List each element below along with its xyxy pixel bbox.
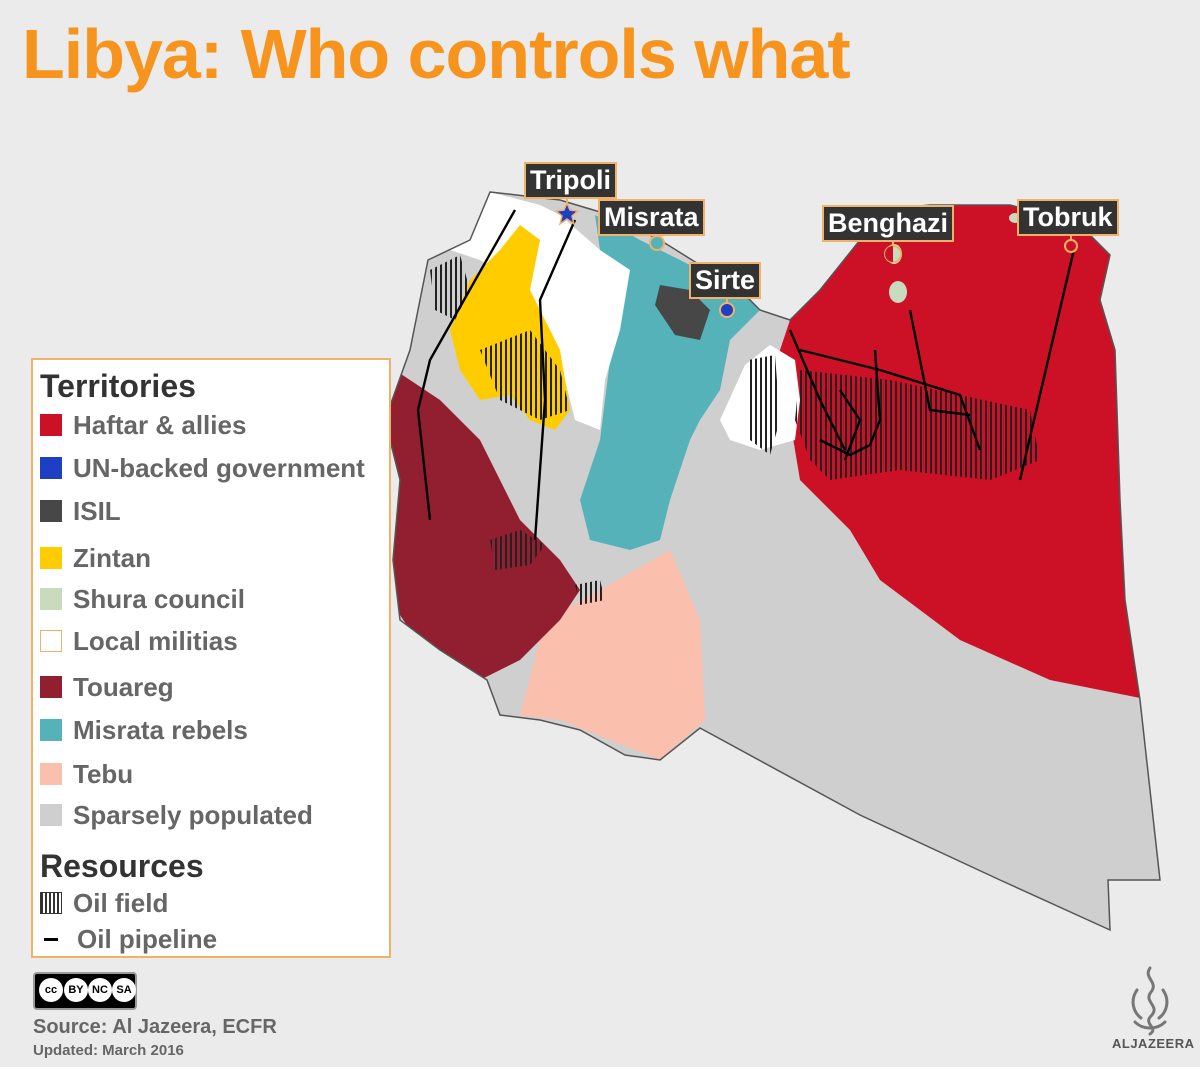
territories-heading: Territories — [40, 368, 196, 404]
by-attribution-icon: BY — [64, 978, 88, 1002]
oil-pipeline — [908, 309, 971, 417]
map-legend: Territories Haftar & allies UN-backed go… — [31, 358, 391, 958]
country-outline — [384, 191, 1161, 932]
al-jazeera-calligraphy-logo — [1131, 966, 1169, 1036]
country-shape — [385, 192, 1160, 930]
legend-label: Haftar & allies — [73, 409, 247, 440]
local-militias-swatch — [40, 630, 62, 652]
legend-item-sparsely-populated: Sparsely populated — [40, 800, 313, 830]
city-label-tobruk: Tobruk — [1017, 199, 1119, 237]
legend-label: Touareg — [73, 671, 174, 702]
oil-pipeline-line-icon — [44, 937, 58, 941]
oil-field — [490, 530, 545, 570]
page-title: Libya: Who controls what — [22, 15, 851, 93]
oil-field — [480, 330, 570, 420]
legend-item-tebu: Tebu — [40, 759, 133, 789]
share-alike-icon: SA — [112, 978, 136, 1002]
resources-heading: Resources — [40, 848, 204, 884]
tebu-region — [520, 550, 705, 760]
oil-pipeline — [839, 389, 862, 461]
oil-pipeline — [788, 329, 847, 451]
legend-label: Local militias — [73, 625, 238, 656]
oil-field — [575, 580, 605, 605]
shura-council-swatch — [40, 588, 62, 610]
legend-item-misrata-rebels: Misrata rebels — [40, 715, 248, 745]
cc-icon: cc — [39, 978, 63, 1002]
oil-pipeline — [819, 438, 871, 457]
oil-pipeline — [868, 349, 882, 446]
touareg-region — [385, 360, 580, 680]
legend-item-isil: ISIL — [40, 496, 121, 526]
legend-item-touareg: Touareg — [40, 672, 174, 702]
tobruk-dot-icon — [1064, 239, 1078, 253]
oil-pipeline — [533, 219, 577, 541]
city-label-sirte: Sirte — [689, 262, 762, 300]
oil-pipeline — [416, 209, 517, 521]
isil-swatch — [40, 500, 62, 522]
legend-label: UN-backed government — [73, 452, 365, 483]
oil-pipeline — [1018, 244, 1077, 481]
sirte-dot-icon — [719, 302, 735, 318]
source-note: Source: Al Jazeera, ECFR — [33, 1016, 277, 1038]
tebu-swatch — [40, 763, 62, 785]
misrata-ring-icon — [649, 235, 665, 251]
city-label-misrata: Misrata — [598, 199, 705, 237]
legend-item-zintan: Zintan — [40, 543, 151, 573]
legend-item-oil-field: Oil field — [40, 888, 168, 918]
legend-item-local-militias: Local militias — [40, 626, 238, 656]
legend-label: Oil field — [73, 887, 169, 918]
legend-item-haftar: Haftar & allies — [40, 410, 246, 440]
touareg-swatch — [40, 676, 62, 698]
oil-field-hatch-icon — [40, 892, 62, 914]
creative-commons-badge: cc BY NC SA — [33, 972, 137, 1010]
legend-label: ISIL — [73, 495, 121, 526]
legend-label: Misrata rebels — [73, 714, 248, 745]
updated-note: Updated: March 2016 — [33, 1042, 184, 1059]
shura-council-derna — [889, 281, 907, 303]
legend-item-un-government: UN-backed government — [40, 453, 365, 483]
legend-item-oil-pipeline: Oil pipeline — [40, 924, 217, 954]
misrata-rebels-swatch — [40, 719, 62, 741]
zintan-swatch — [40, 547, 62, 569]
noncommercial-icon: NC — [88, 978, 112, 1002]
haftar-swatch — [40, 414, 62, 436]
tripoli-star-icon — [554, 201, 580, 226]
legend-item-shura-council: Shura council — [40, 584, 245, 614]
legend-label: Zintan — [73, 542, 151, 573]
city-label-benghazi: Benghazi — [822, 205, 955, 243]
legend-label: Oil pipeline — [77, 923, 218, 954]
legend-label: Sparsely populated — [73, 799, 313, 830]
oil-field — [748, 355, 780, 455]
oil-pipeline — [799, 348, 982, 451]
city-label-tripoli: Tripoli — [524, 162, 617, 200]
oil-field — [430, 255, 470, 320]
legend-label: Shura council — [73, 583, 245, 614]
benghazi-split-half — [885, 246, 893, 262]
al-jazeera-logo-text: ALJAZEERA — [1112, 1036, 1195, 1051]
legend-label: Tebu — [73, 758, 134, 789]
sparsely-populated-swatch — [40, 804, 62, 826]
oil-pipelines — [416, 209, 1077, 541]
un-government-swatch — [40, 457, 62, 479]
